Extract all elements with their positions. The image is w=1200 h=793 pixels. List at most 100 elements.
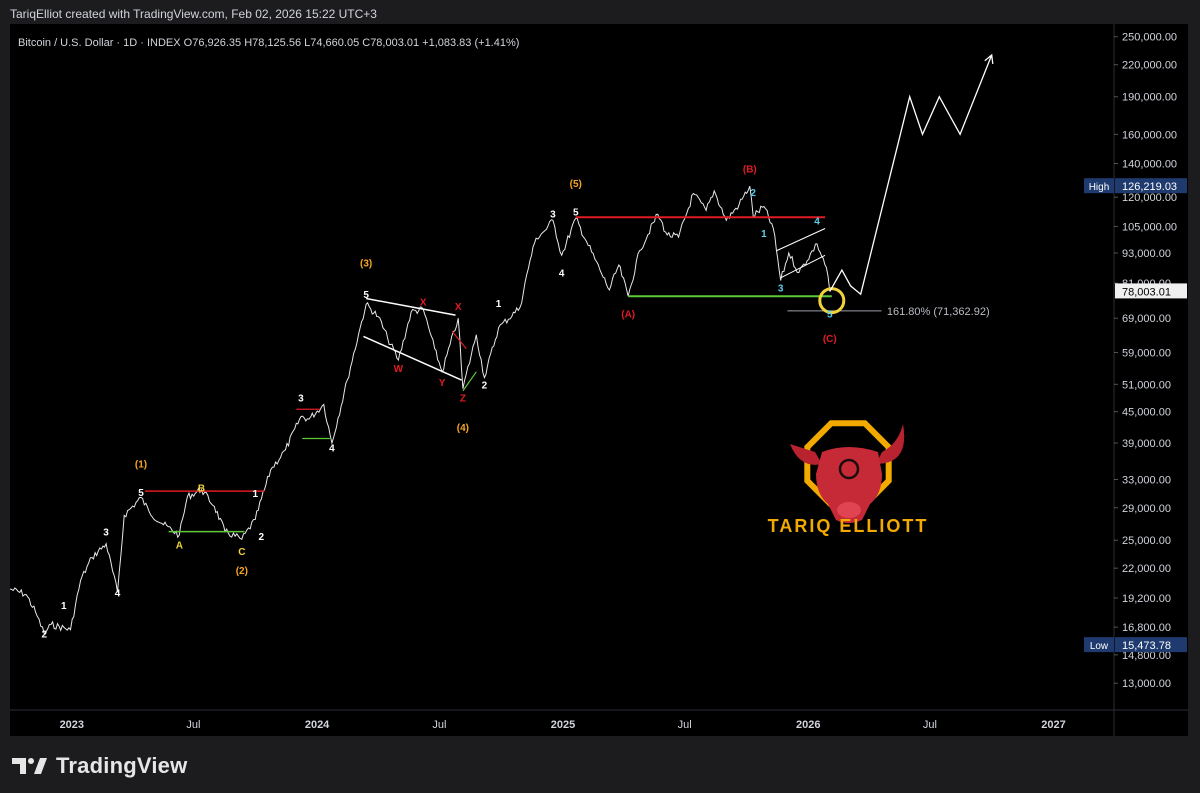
- x-tick-label-0: 2023: [60, 719, 84, 731]
- y-tick-label-20: 14,800.00: [1122, 650, 1171, 662]
- last-price-badge-value-bg: [1115, 283, 1187, 299]
- high-badge-tag-bg: [1084, 178, 1114, 194]
- logo-snout: [837, 502, 861, 518]
- wedge-upper: [776, 228, 826, 252]
- axes: 250,000.00 220,000.00 190,000.00 160,000.00…: [10, 24, 1188, 736]
- x-tick-label-3: Jul: [432, 719, 446, 731]
- logo-bull-head: [816, 447, 882, 523]
- footer-bar: [0, 736, 1200, 793]
- y-tick-label-4: 140,000.00: [1122, 159, 1177, 171]
- x-tick-label-1: Jul: [186, 719, 200, 731]
- projection-arrowhead: [984, 53, 994, 64]
- y-tick-label-19: 16,800.00: [1122, 622, 1171, 634]
- wave-label-16: W: [394, 364, 404, 375]
- symbol-legend: Bitcoin / U.S. Dollar · 1D · INDEX O76,9…: [18, 37, 519, 49]
- x-tick-label-4: 2025: [551, 719, 575, 731]
- y-tick-label-16: 25,000.00: [1122, 535, 1171, 547]
- tariq-elliott-logo: TARIQ ELLIOTT: [768, 420, 929, 536]
- wedge-lower: [780, 254, 826, 279]
- high-badge-value: 126,219.03: [1122, 181, 1177, 193]
- top-bar: TariqElliot created with TradingView.com…: [0, 0, 1200, 22]
- y-tick-label-18: 19,200.00: [1122, 593, 1171, 605]
- projection-path: [829, 54, 993, 296]
- wave-label-29: (B): [743, 164, 757, 175]
- wave-label-24: 3: [550, 209, 556, 220]
- wave-label-32: 3: [778, 283, 784, 294]
- low-badge-tag: Low: [1090, 641, 1109, 652]
- wave-label-17: X: [420, 297, 427, 308]
- logo-left-horn: [790, 444, 822, 465]
- price-line: [9, 186, 831, 635]
- x-red-mark: [451, 330, 467, 350]
- y-tick-label-1: 220,000.00: [1122, 60, 1177, 72]
- tradingview-brand-text: TradingView: [56, 753, 188, 778]
- wave-label-33: 4: [814, 216, 820, 227]
- channel-lower: [363, 335, 462, 381]
- wave-label-0: 1: [61, 601, 67, 612]
- y-tick-label-13: 39,000.00: [1122, 438, 1171, 450]
- last-price-badge-value: 78,003.01: [1122, 286, 1171, 298]
- fib-label: 161.80% (71,362.92): [887, 306, 990, 318]
- wave-labels: 1 2 3 4 5 (1) A B C 1 2 (2) 3 4 5 (3) W X Y X Z (4) 1 2 3 4 5 (5) (A…: [41, 164, 836, 640]
- channel-upper: [365, 297, 456, 316]
- x-tick-label-7: Jul: [923, 719, 937, 731]
- wave-label-22: 1: [496, 299, 502, 310]
- wave-label-15: (3): [360, 259, 372, 270]
- y-tick-label-2: 190,000.00: [1122, 92, 1177, 104]
- y-tick-label-5: 120,000.00: [1122, 192, 1177, 204]
- y-tick-label-15: 29,000.00: [1122, 503, 1171, 515]
- low-badge-value-bg: [1115, 637, 1187, 653]
- y-tick-label-10: 59,000.00: [1122, 347, 1171, 359]
- wave-label-10: 2: [259, 532, 265, 543]
- x-tick-label-2: 2024: [305, 719, 330, 731]
- wave-label-23: 2: [482, 380, 488, 391]
- wave-label-31: 1: [761, 229, 767, 240]
- wave-label-25: 4: [559, 269, 565, 280]
- wave-label-9: 1: [252, 489, 258, 500]
- drawings-layer: 161.80% (71,362.92): [145, 53, 994, 533]
- high-badge-tag: High: [1089, 182, 1110, 193]
- low-badge-value: 15,473.78: [1122, 640, 1171, 652]
- logo-right-horn: [876, 424, 905, 464]
- y-tick-label-17: 22,000.00: [1122, 563, 1171, 575]
- tradingview-brand[interactable]: TradingView: [12, 753, 187, 779]
- price-layer: [9, 186, 831, 635]
- wave-label-14: 5: [363, 290, 369, 301]
- wave-label-5: (1): [135, 460, 147, 471]
- wave-label-20: Z: [460, 394, 466, 405]
- wave-label-13: 4: [329, 444, 335, 455]
- y-tick-label-9: 69,000.00: [1122, 313, 1171, 325]
- tradingview-logo-icon: [12, 758, 47, 774]
- z-green-mark: [462, 371, 477, 392]
- x-tick-label-8: 2027: [1041, 719, 1065, 731]
- wave-label-30: 2: [750, 188, 756, 199]
- wave-label-35: (C): [823, 334, 837, 345]
- y-tick-label-14: 33,000.00: [1122, 475, 1171, 487]
- y-tick-label-11: 51,000.00: [1122, 379, 1171, 391]
- wave-label-11: (2): [236, 566, 248, 577]
- chart-panel[interactable]: TARIQ ELLIOTT 161.80% (71,362.92) 1 2 3 4 5 (…: [9, 24, 1188, 736]
- logo-emblem: [838, 458, 860, 480]
- wave-label-18: Y: [439, 378, 446, 389]
- wave-label-6: A: [176, 541, 183, 552]
- y-tick-label-12: 45,000.00: [1122, 407, 1171, 419]
- wave-label-2: 3: [103, 528, 109, 539]
- created-by-text: TariqElliot created with TradingView.com…: [10, 7, 377, 21]
- y-tick-label-0: 250,000.00: [1122, 32, 1177, 44]
- wave-label-3: 4: [115, 588, 121, 599]
- x-tick-label-6: 2026: [796, 719, 820, 731]
- wave-label-21: (4): [457, 423, 469, 434]
- price-chart[interactable]: TARIQ ELLIOTT 161.80% (71,362.92) 1 2 3 4 5 (…: [9, 24, 1188, 736]
- high-badge-value-bg: [1115, 178, 1187, 194]
- wave-label-1: 2: [41, 630, 47, 641]
- wave-label-27: (5): [570, 179, 582, 190]
- wave-label-26: 5: [573, 207, 579, 218]
- logo-text: TARIQ ELLIOTT: [768, 516, 929, 536]
- y-tick-label-21: 13,000.00: [1122, 678, 1171, 690]
- y-tick-label-6: 105,000.00: [1122, 221, 1177, 233]
- wave-label-4: 5: [138, 488, 144, 499]
- x-tick-label-5: Jul: [678, 719, 692, 731]
- wave-label-8: C: [238, 547, 245, 558]
- y-tick-label-3: 160,000.00: [1122, 129, 1177, 141]
- wave-label-7: B: [198, 484, 205, 495]
